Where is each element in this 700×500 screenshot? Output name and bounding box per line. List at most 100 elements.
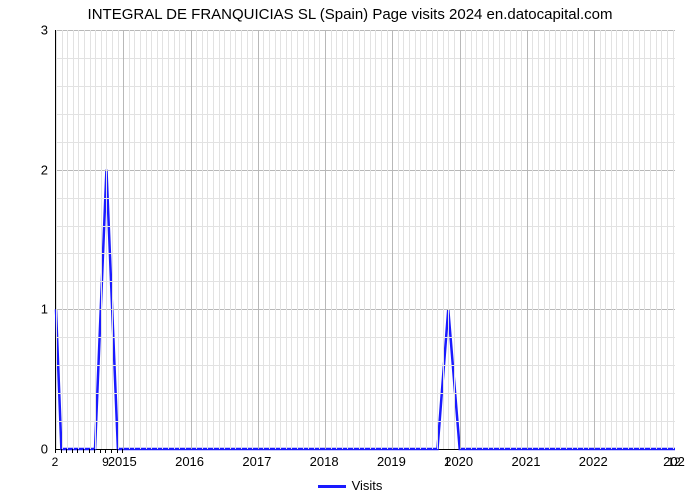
grid-minor-v [375, 30, 376, 449]
grid-minor-v [314, 30, 315, 449]
grid-minor-v [134, 30, 135, 449]
grid-minor-v [286, 30, 287, 449]
grid-minor-v [661, 30, 662, 449]
x-minor-tick [105, 449, 106, 453]
grid-minor-v [90, 30, 91, 449]
grid-minor-v [504, 30, 505, 449]
x-minor-tick [83, 449, 84, 453]
point-label: 12 [667, 455, 680, 469]
x-tick-label: 2022 [579, 454, 608, 469]
x-tick-label: 2017 [242, 454, 271, 469]
grid-minor-v [465, 30, 466, 449]
grid-minor-v [544, 30, 545, 449]
grid-minor-v [572, 30, 573, 449]
grid-major-v [191, 30, 192, 449]
grid-minor-v [644, 30, 645, 449]
grid-minor-v [370, 30, 371, 449]
point-label: 9 [102, 455, 109, 469]
grid-minor-v [56, 30, 57, 449]
grid-minor-v [157, 30, 158, 449]
grid-minor-v [415, 30, 416, 449]
grid-major-v [392, 30, 393, 449]
grid-minor-v [448, 30, 449, 449]
x-minor-tick [77, 449, 78, 453]
grid-minor-v [532, 30, 533, 449]
x-minor-tick [111, 449, 112, 453]
grid-minor-v [219, 30, 220, 449]
grid-minor-v [510, 30, 511, 449]
grid-major-v [527, 30, 528, 449]
legend-swatch [318, 485, 346, 488]
grid-minor-v [112, 30, 113, 449]
grid-minor-v [263, 30, 264, 449]
grid-minor-v [185, 30, 186, 449]
grid-minor-v [650, 30, 651, 449]
x-tick-label: 2018 [310, 454, 339, 469]
grid-minor-v [420, 30, 421, 449]
x-minor-tick [66, 449, 67, 453]
x-tick-label: 2015 [108, 454, 137, 469]
grid-minor-v [162, 30, 163, 449]
x-minor-tick [94, 449, 95, 453]
grid-minor-v [622, 30, 623, 449]
grid-minor-v [381, 30, 382, 449]
grid-minor-v [336, 30, 337, 449]
x-minor-tick [55, 449, 56, 453]
grid-minor-v [67, 30, 68, 449]
grid-minor-v [319, 30, 320, 449]
grid-minor-v [611, 30, 612, 449]
grid-minor-v [241, 30, 242, 449]
x-tick-label: 2021 [512, 454, 541, 469]
grid-minor-v [443, 30, 444, 449]
grid-major-v [460, 30, 461, 449]
grid-minor-v [331, 30, 332, 449]
grid-minor-v [202, 30, 203, 449]
grid-minor-v [207, 30, 208, 449]
grid-minor-v [269, 30, 270, 449]
grid-minor-v [129, 30, 130, 449]
grid-minor-v [359, 30, 360, 449]
grid-minor-v [600, 30, 601, 449]
grid-minor-v [353, 30, 354, 449]
grid-minor-v [566, 30, 567, 449]
grid-minor-v [403, 30, 404, 449]
x-tick-label: 2019 [377, 454, 406, 469]
grid-minor-v [347, 30, 348, 449]
y-tick-label: 2 [8, 162, 48, 177]
grid-minor-v [151, 30, 152, 449]
grid-minor-v [454, 30, 455, 449]
y-tick-label: 0 [8, 442, 48, 457]
x-minor-tick [122, 449, 123, 453]
grid-minor-v [196, 30, 197, 449]
grid-minor-v [62, 30, 63, 449]
grid-minor-v [560, 30, 561, 449]
grid-minor-v [297, 30, 298, 449]
grid-minor-v [426, 30, 427, 449]
grid-minor-v [398, 30, 399, 449]
grid-minor-v [118, 30, 119, 449]
grid-minor-v [628, 30, 629, 449]
grid-minor-v [588, 30, 589, 449]
grid-minor-v [280, 30, 281, 449]
y-tick-label: 1 [8, 302, 48, 317]
grid-minor-v [633, 30, 634, 449]
grid-major-v [258, 30, 259, 449]
grid-minor-v [538, 30, 539, 449]
grid-minor-v [656, 30, 657, 449]
grid-minor-v [639, 30, 640, 449]
grid-minor-v [476, 30, 477, 449]
point-label: 2 [52, 455, 59, 469]
grid-minor-v [291, 30, 292, 449]
grid-minor-v [616, 30, 617, 449]
x-minor-tick [61, 449, 62, 453]
grid-minor-v [521, 30, 522, 449]
grid-minor-v [230, 30, 231, 449]
grid-minor-v [673, 30, 674, 449]
grid-minor-v [179, 30, 180, 449]
grid-minor-v [387, 30, 388, 449]
grid-minor-v [174, 30, 175, 449]
y-tick-label: 3 [8, 23, 48, 38]
grid-minor-v [168, 30, 169, 449]
grid-minor-v [106, 30, 107, 449]
chart-title: INTEGRAL DE FRANQUICIAS SL (Spain) Page … [0, 6, 700, 23]
